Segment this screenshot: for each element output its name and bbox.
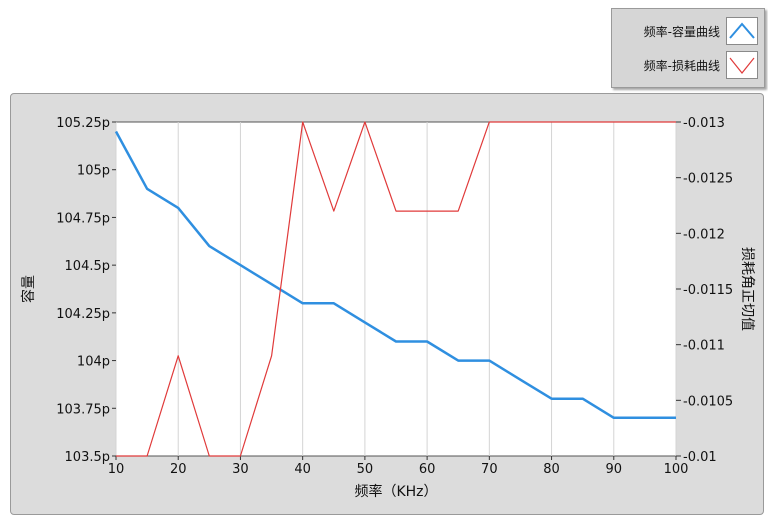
y-right-axis-title: 损耗角正切值: [739, 247, 755, 331]
y-right-tick-label: -0.013: [683, 116, 725, 131]
y-left-tick-label: 105.25p: [56, 116, 110, 131]
y-right-tick-label: -0.0115: [683, 283, 733, 298]
y-left-tick-label: 104.5p: [65, 259, 110, 274]
legend-label-capacitance: 频率-容量曲线: [643, 24, 720, 39]
y-left-tick-label: 105p: [77, 164, 110, 179]
y-right-tick-label: -0.011: [683, 339, 725, 354]
y-left-axis-title: 容量: [20, 275, 37, 303]
plot-area: [115, 121, 677, 457]
y-right-tick-label: -0.012: [683, 227, 725, 242]
legend-item-loss[interactable]: 频率-损耗曲线: [618, 51, 758, 79]
legend-item-capacitance[interactable]: 频率-容量曲线: [618, 17, 758, 45]
x-tick-label: 30: [232, 462, 249, 477]
y-left-tick-label: 103.75p: [56, 402, 110, 417]
y-left-tick-label: 104p: [77, 355, 110, 370]
x-tick-label: 40: [294, 462, 311, 477]
x-axis-title: 频率（KHz）: [354, 483, 437, 500]
x-tick-label: 50: [357, 462, 374, 477]
loss-series-line: [116, 121, 676, 457]
x-tick-label: 10: [108, 462, 125, 477]
y-right-tick-label: -0.01: [683, 450, 717, 465]
y-left-tick-label: 104.75p: [56, 211, 110, 226]
y-right-tick-label: -0.0125: [683, 172, 733, 187]
x-tick-label: 60: [419, 462, 436, 477]
y-right-tick-label: -0.0105: [683, 394, 733, 409]
x-tick-label: 90: [606, 462, 623, 477]
legend-label-loss: 频率-损耗曲线: [643, 58, 720, 73]
y-left-tick-label: 104.25p: [56, 307, 110, 322]
x-tick-label: 100: [664, 462, 689, 477]
y-left-tick-label: 103.5p: [65, 450, 110, 465]
x-tick-label: 20: [170, 462, 187, 477]
capacitance-series-line: [114, 130, 676, 420]
chart-svg: 10 20 30 40 50 60 70 80 90 100 103.5p 103.75p 104p 10…: [20, 116, 755, 500]
graph-frame: 10 20 30 40 50 60 70 80 90 100 103.5p 103.75p 104p 10…: [10, 93, 764, 515]
capacitance-plot-icon: [726, 17, 758, 45]
x-tick-label: 70: [481, 462, 498, 477]
x-tick-label: 80: [543, 462, 560, 477]
loss-plot-icon: [726, 51, 758, 79]
legend: 频率-容量曲线 频率-损耗曲线: [611, 8, 765, 88]
